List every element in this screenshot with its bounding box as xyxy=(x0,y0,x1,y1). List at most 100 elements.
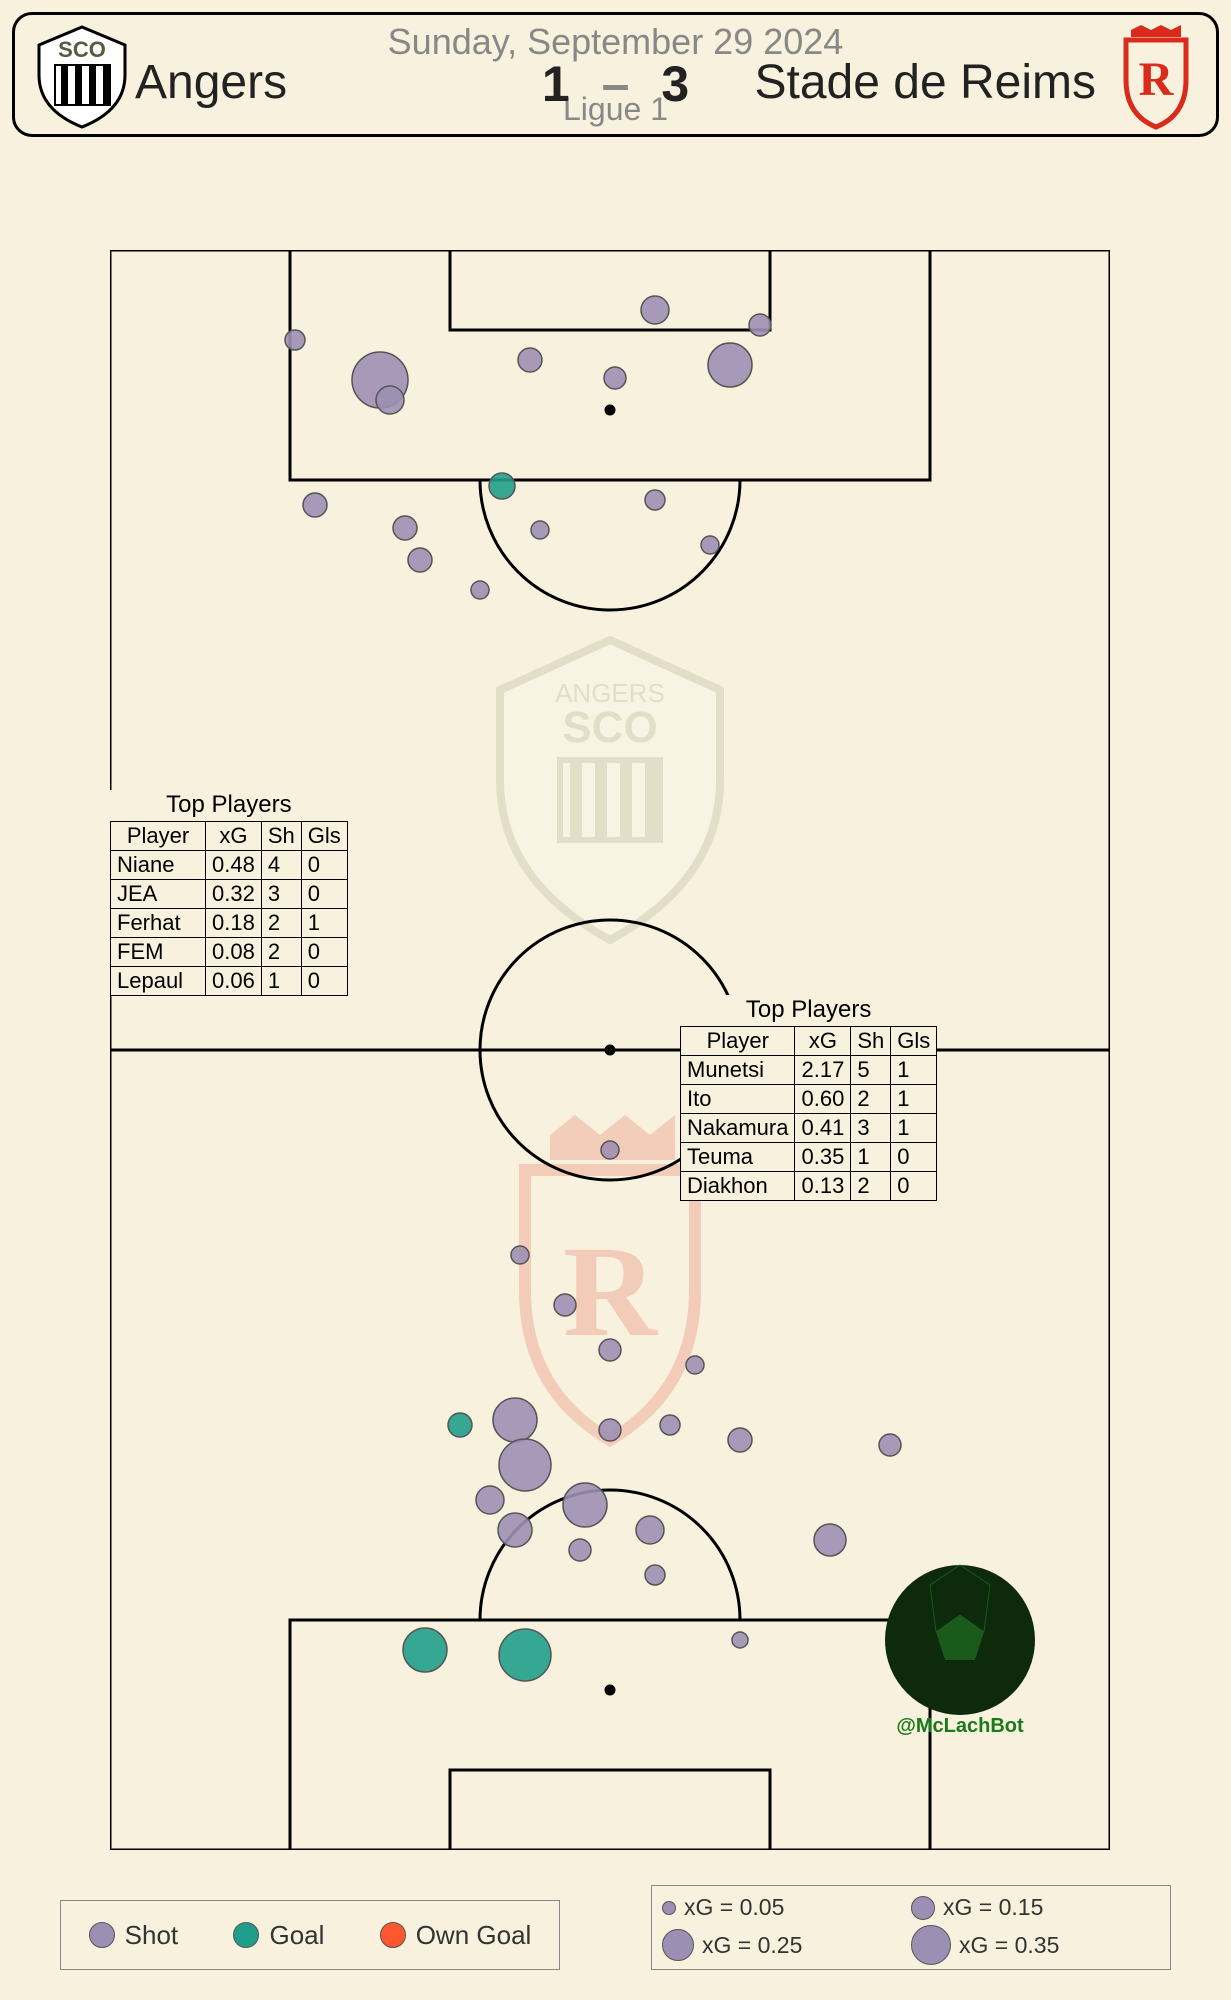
score-separator: – xyxy=(584,56,648,112)
shot-map-pitch: ANGERS SCO R xyxy=(110,250,1110,1850)
table-cell: Niane xyxy=(111,851,206,880)
shot-marker xyxy=(701,536,719,554)
table-cell: 1 xyxy=(891,1085,937,1114)
shot-marker xyxy=(660,1415,680,1435)
column-header: Sh xyxy=(851,1027,891,1056)
goal-marker xyxy=(403,1628,447,1672)
shot-marker xyxy=(708,343,752,387)
angers-crest-icon: SCO xyxy=(35,25,130,135)
column-header: xG xyxy=(795,1027,851,1056)
table-cell: 0.06 xyxy=(206,967,262,996)
table-cell: 0 xyxy=(891,1143,937,1172)
table-title: Top Players xyxy=(681,995,937,1027)
table-cell: 0 xyxy=(301,967,347,996)
shot-marker xyxy=(601,1141,619,1159)
column-header: Player xyxy=(111,822,206,851)
table-cell: 0.41 xyxy=(795,1114,851,1143)
table-cell: Teuma xyxy=(681,1143,795,1172)
table-cell: 0.18 xyxy=(206,909,262,938)
shot-marker xyxy=(636,1516,664,1544)
table-cell: Lepaul xyxy=(111,967,206,996)
goal-marker xyxy=(489,473,515,499)
shot-marker xyxy=(604,367,626,389)
goal-marker xyxy=(448,1413,472,1437)
table-cell: 0 xyxy=(301,938,347,967)
match-header: Sunday, September 29 2024 Ligue 1 Angers… xyxy=(12,12,1219,137)
size-legend-dot xyxy=(662,1929,694,1961)
shot-marker xyxy=(599,1339,621,1361)
size-legend-item: xG = 0.35 xyxy=(911,1925,1160,1965)
column-header: Gls xyxy=(301,822,347,851)
table-cell: 1 xyxy=(851,1143,891,1172)
size-legend-item: xG = 0.25 xyxy=(662,1929,911,1961)
size-legend-label: xG = 0.05 xyxy=(684,1894,784,1921)
table-cell: 2 xyxy=(261,909,301,938)
table-cell: Diakhon xyxy=(681,1172,795,1201)
reims-crest-icon: R xyxy=(1116,25,1196,135)
table-cell: 1 xyxy=(301,909,347,938)
shot-marker xyxy=(393,516,417,540)
legend-goal: Goal xyxy=(269,1920,324,1951)
score: 1 – 3 xyxy=(15,55,1216,113)
size-legend-dot xyxy=(911,1896,935,1920)
goal-marker xyxy=(499,1629,551,1681)
column-header: Player xyxy=(681,1027,795,1056)
table-cell: 2 xyxy=(261,938,301,967)
shot-marker xyxy=(376,386,404,414)
table-cell: 2 xyxy=(851,1172,891,1201)
table-cell: 1 xyxy=(891,1056,937,1085)
svg-text:R: R xyxy=(1139,53,1175,106)
shot-marker xyxy=(814,1524,846,1556)
shot-marker xyxy=(732,1632,748,1648)
table-cell: FEM xyxy=(111,938,206,967)
table-cell: 0 xyxy=(301,880,347,909)
table-cell: Ito xyxy=(681,1085,795,1114)
shot-marker xyxy=(476,1486,504,1514)
table-row: Nakamura0.4131 xyxy=(681,1114,937,1143)
column-header: Gls xyxy=(891,1027,937,1056)
shot-marker xyxy=(499,1439,551,1491)
table-row: Diakhon0.1320 xyxy=(681,1172,937,1201)
shot-marker xyxy=(645,1565,665,1585)
column-header: xG xyxy=(206,822,262,851)
table-cell: 1 xyxy=(261,967,301,996)
table-cell: Nakamura xyxy=(681,1114,795,1143)
size-legend-dot xyxy=(662,1901,676,1915)
table-title: Top Players xyxy=(111,790,348,822)
table-cell: 0.60 xyxy=(795,1085,851,1114)
table-row: FEM0.0820 xyxy=(111,938,348,967)
size-legend-item: xG = 0.15 xyxy=(911,1894,1160,1921)
table-cell: 1 xyxy=(891,1114,937,1143)
shot-marker xyxy=(569,1539,591,1561)
shot-marker xyxy=(285,330,305,350)
table-cell: 3 xyxy=(851,1114,891,1143)
table-row: Ito0.6021 xyxy=(681,1085,937,1114)
size-legend-label: xG = 0.15 xyxy=(943,1894,1043,1921)
svg-text:SCO: SCO xyxy=(58,37,106,62)
shot-marker xyxy=(641,296,669,324)
shot-marker xyxy=(599,1419,621,1441)
legend-own-goal: Own Goal xyxy=(416,1920,532,1951)
watermark-label: @McLachBot xyxy=(896,1715,1024,1737)
shot-marker xyxy=(728,1428,752,1452)
table-cell: 5 xyxy=(851,1056,891,1085)
shot-type-legend: Shot Goal Own Goal xyxy=(60,1900,560,1970)
table-cell: 0.35 xyxy=(795,1143,851,1172)
table-row: Niane0.4840 xyxy=(111,851,348,880)
table-row: Teuma0.3510 xyxy=(681,1143,937,1172)
table-cell: 0.08 xyxy=(206,938,262,967)
table-cell: 4 xyxy=(261,851,301,880)
shot-marker xyxy=(408,548,432,572)
table-cell: 0.48 xyxy=(206,851,262,880)
shot-marker xyxy=(554,1294,576,1316)
table-cell: 0 xyxy=(301,851,347,880)
size-legend-item: xG = 0.05 xyxy=(662,1894,911,1921)
table-row: Ferhat0.1821 xyxy=(111,909,348,938)
shot-marker xyxy=(686,1356,704,1374)
table-cell: JEA xyxy=(111,880,206,909)
table-row: Munetsi2.1751 xyxy=(681,1056,937,1085)
table-row: JEA0.3230 xyxy=(111,880,348,909)
away-score: 3 xyxy=(661,56,689,112)
table-cell: 0 xyxy=(891,1172,937,1201)
shot-marker xyxy=(531,521,549,539)
